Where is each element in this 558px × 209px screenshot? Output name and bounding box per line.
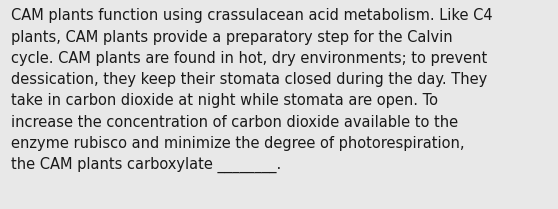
- Text: CAM plants function using crassulacean acid metabolism. Like C4
plants, CAM plan: CAM plants function using crassulacean a…: [11, 8, 493, 173]
